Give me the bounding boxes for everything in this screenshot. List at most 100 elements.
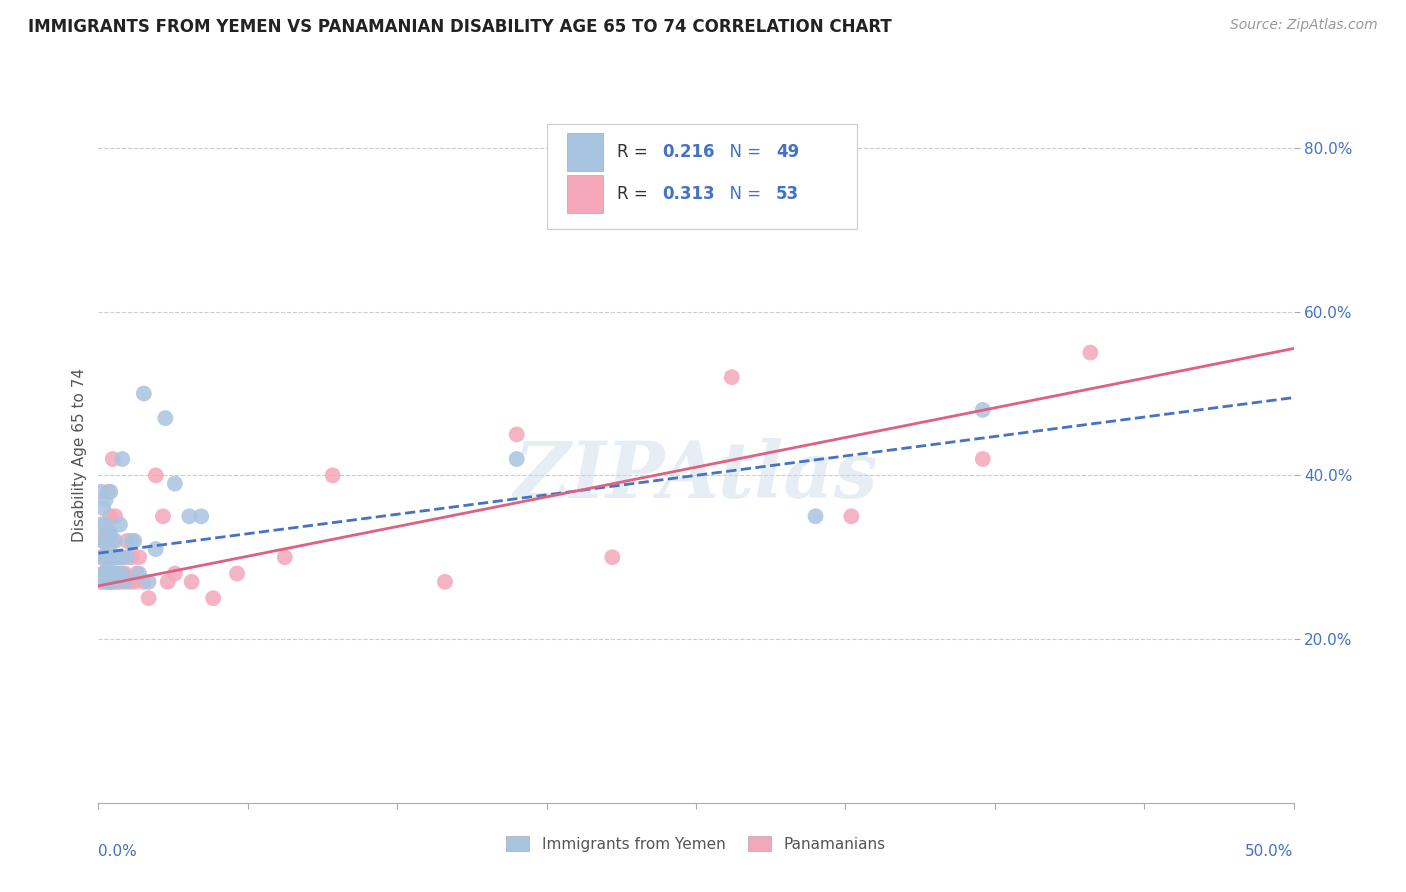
Text: 50.0%: 50.0% bbox=[1246, 845, 1294, 860]
Point bbox=[111, 452, 134, 467]
Point bbox=[138, 574, 160, 589]
Text: 49: 49 bbox=[776, 144, 799, 161]
Text: IMMIGRANTS FROM YEMEN VS PANAMANIAN DISABILITY AGE 65 TO 74 CORRELATION CHART: IMMIGRANTS FROM YEMEN VS PANAMANIAN DISA… bbox=[28, 18, 891, 36]
Point bbox=[180, 574, 202, 589]
Point bbox=[108, 574, 131, 589]
Point bbox=[114, 574, 136, 589]
Point bbox=[132, 386, 155, 401]
Point bbox=[97, 525, 120, 540]
Point bbox=[721, 370, 744, 384]
Point bbox=[108, 517, 131, 532]
Point bbox=[91, 566, 114, 581]
Point bbox=[108, 566, 131, 581]
Point bbox=[115, 550, 138, 565]
Point bbox=[972, 403, 994, 417]
Legend: Immigrants from Yemen, Panamanians: Immigrants from Yemen, Panamanians bbox=[501, 830, 891, 858]
Point bbox=[104, 574, 127, 589]
Point bbox=[104, 566, 127, 581]
Text: R =: R = bbox=[617, 144, 654, 161]
Point bbox=[121, 533, 143, 548]
Text: 0.0%: 0.0% bbox=[98, 845, 138, 860]
FancyBboxPatch shape bbox=[567, 175, 603, 213]
Point bbox=[94, 492, 117, 507]
Point bbox=[104, 550, 127, 565]
Point bbox=[98, 550, 122, 565]
Point bbox=[98, 525, 122, 540]
Point bbox=[274, 550, 297, 565]
Point bbox=[107, 550, 129, 565]
Point bbox=[91, 533, 114, 548]
Point bbox=[152, 509, 174, 524]
Point bbox=[111, 550, 134, 565]
Point bbox=[111, 566, 134, 581]
Point bbox=[156, 574, 179, 589]
Point bbox=[94, 525, 117, 540]
Point bbox=[111, 566, 134, 581]
Text: N =: N = bbox=[718, 144, 766, 161]
Point bbox=[101, 574, 124, 589]
Point bbox=[101, 566, 124, 581]
Point bbox=[132, 574, 155, 589]
Point bbox=[179, 509, 201, 524]
Point bbox=[138, 591, 160, 606]
Point bbox=[91, 566, 114, 581]
Point bbox=[506, 452, 529, 467]
Point bbox=[101, 566, 124, 581]
Point bbox=[145, 468, 167, 483]
Point bbox=[94, 566, 117, 581]
Y-axis label: Disability Age 65 to 74: Disability Age 65 to 74 bbox=[72, 368, 87, 542]
Point bbox=[98, 509, 122, 524]
Point bbox=[104, 550, 127, 565]
Point bbox=[97, 484, 120, 499]
Point bbox=[98, 574, 122, 589]
Point bbox=[97, 566, 120, 581]
Point bbox=[124, 533, 146, 548]
Text: Source: ZipAtlas.com: Source: ZipAtlas.com bbox=[1230, 18, 1378, 32]
Point bbox=[121, 550, 143, 565]
Point bbox=[90, 574, 112, 589]
Point bbox=[98, 574, 122, 589]
Point bbox=[90, 484, 112, 499]
FancyBboxPatch shape bbox=[567, 133, 603, 171]
Point bbox=[91, 533, 114, 548]
Point bbox=[98, 484, 122, 499]
Point bbox=[94, 550, 117, 565]
Point bbox=[97, 525, 120, 540]
Point bbox=[94, 517, 117, 532]
Point bbox=[163, 476, 186, 491]
Point bbox=[1080, 345, 1102, 359]
Text: 0.216: 0.216 bbox=[662, 144, 716, 161]
Point bbox=[91, 501, 114, 516]
Point bbox=[155, 411, 177, 425]
Text: 53: 53 bbox=[776, 185, 799, 203]
Point bbox=[145, 542, 167, 557]
Point bbox=[91, 550, 114, 565]
Text: N =: N = bbox=[718, 185, 766, 203]
Point bbox=[108, 550, 131, 565]
Point bbox=[114, 566, 136, 581]
Point bbox=[97, 550, 120, 565]
Point bbox=[101, 550, 124, 565]
Point bbox=[107, 550, 129, 565]
Point bbox=[90, 517, 112, 532]
Point bbox=[190, 509, 212, 524]
Point bbox=[125, 566, 148, 581]
Point bbox=[101, 452, 124, 467]
Point bbox=[98, 550, 122, 565]
Point bbox=[94, 550, 117, 565]
Point bbox=[94, 533, 117, 548]
Point bbox=[104, 509, 127, 524]
Point bbox=[124, 574, 146, 589]
Point bbox=[506, 427, 529, 442]
Point bbox=[97, 558, 120, 573]
Point bbox=[104, 533, 127, 548]
Text: ZIPAtlas: ZIPAtlas bbox=[513, 438, 879, 514]
Point bbox=[322, 468, 344, 483]
Point bbox=[602, 550, 624, 565]
Point bbox=[115, 533, 138, 548]
Point bbox=[107, 574, 129, 589]
Point bbox=[163, 566, 186, 581]
Point bbox=[97, 574, 120, 589]
Point bbox=[107, 566, 129, 581]
Point bbox=[91, 574, 114, 589]
